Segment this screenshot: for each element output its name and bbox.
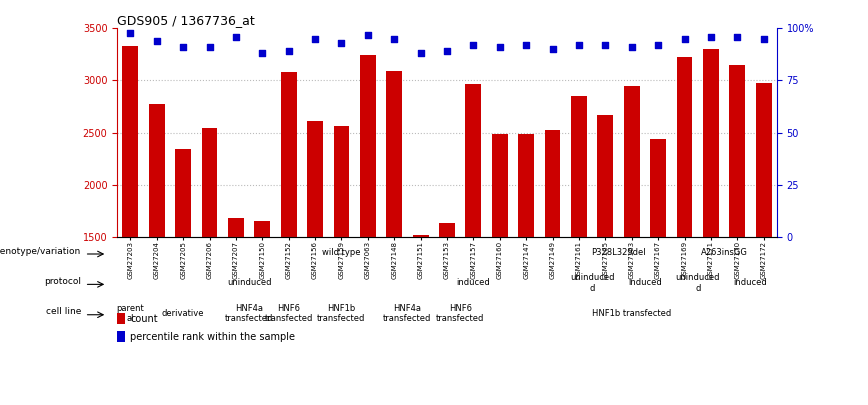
Point xyxy=(414,50,428,57)
Text: HNF1b
transfected: HNF1b transfected xyxy=(318,304,365,323)
Point xyxy=(361,31,375,38)
Text: induced: induced xyxy=(733,278,767,288)
Point xyxy=(572,42,586,48)
Bar xyxy=(729,65,746,237)
Point xyxy=(440,48,454,55)
Text: GDS905 / 1367736_at: GDS905 / 1367736_at xyxy=(117,14,255,27)
Bar xyxy=(148,104,165,237)
Bar xyxy=(117,313,125,324)
Bar xyxy=(175,149,191,237)
Point xyxy=(757,36,771,42)
Bar xyxy=(228,218,244,237)
Text: A263insGG: A263insGG xyxy=(700,248,747,257)
Point xyxy=(625,44,639,50)
Text: wild type: wild type xyxy=(322,248,361,257)
Text: HNF1b transfected: HNF1b transfected xyxy=(592,309,671,318)
Bar xyxy=(439,224,455,237)
Text: count: count xyxy=(130,314,158,324)
Bar xyxy=(386,71,402,237)
Text: percentile rank within the sample: percentile rank within the sample xyxy=(130,332,295,342)
Point xyxy=(519,42,533,48)
Point xyxy=(282,48,296,55)
Point xyxy=(546,46,560,52)
Point xyxy=(598,42,612,48)
Bar xyxy=(122,46,138,237)
Bar xyxy=(117,331,125,343)
Bar xyxy=(571,96,587,237)
Text: cell line: cell line xyxy=(46,307,82,316)
Point xyxy=(150,38,164,44)
Bar xyxy=(544,130,561,237)
Bar xyxy=(465,83,482,237)
Point xyxy=(466,42,480,48)
Point xyxy=(123,29,137,36)
Bar xyxy=(254,221,270,237)
Point xyxy=(651,42,665,48)
Bar xyxy=(280,72,297,237)
Text: HNF6
transfected: HNF6 transfected xyxy=(436,304,484,323)
Point xyxy=(704,34,718,40)
Text: induced: induced xyxy=(457,278,490,288)
Point xyxy=(255,50,269,57)
Text: induced: induced xyxy=(628,278,661,288)
Bar xyxy=(676,57,693,237)
Text: uninduced
d: uninduced d xyxy=(675,273,720,292)
Text: uninduced: uninduced xyxy=(227,278,272,288)
Bar xyxy=(597,115,614,237)
Text: P328L329del: P328L329del xyxy=(591,248,646,257)
Text: HNF4a
transfected: HNF4a transfected xyxy=(225,304,273,323)
Point xyxy=(387,36,401,42)
Text: HNF4a
transfected: HNF4a transfected xyxy=(384,304,431,323)
Bar xyxy=(756,83,772,237)
Point xyxy=(229,34,243,40)
Bar xyxy=(518,134,534,237)
Point xyxy=(493,44,507,50)
Bar xyxy=(412,235,429,237)
Point xyxy=(308,36,322,42)
Point xyxy=(730,34,744,40)
Text: parent
al: parent al xyxy=(116,304,144,323)
Text: genotype/variation: genotype/variation xyxy=(0,247,82,256)
Text: uninduced
d: uninduced d xyxy=(570,273,615,292)
Bar xyxy=(703,49,719,237)
Bar xyxy=(360,55,376,237)
Text: derivative: derivative xyxy=(162,309,204,318)
Text: HNF6
transfected: HNF6 transfected xyxy=(265,304,312,323)
Bar xyxy=(492,134,508,237)
Point xyxy=(202,44,216,50)
Point xyxy=(176,44,190,50)
Point xyxy=(678,36,692,42)
Point xyxy=(334,40,348,46)
Text: protocol: protocol xyxy=(44,277,82,286)
Bar xyxy=(650,139,666,237)
Bar xyxy=(307,121,323,237)
Bar xyxy=(201,128,218,237)
Bar xyxy=(333,126,350,237)
Bar xyxy=(624,86,640,237)
